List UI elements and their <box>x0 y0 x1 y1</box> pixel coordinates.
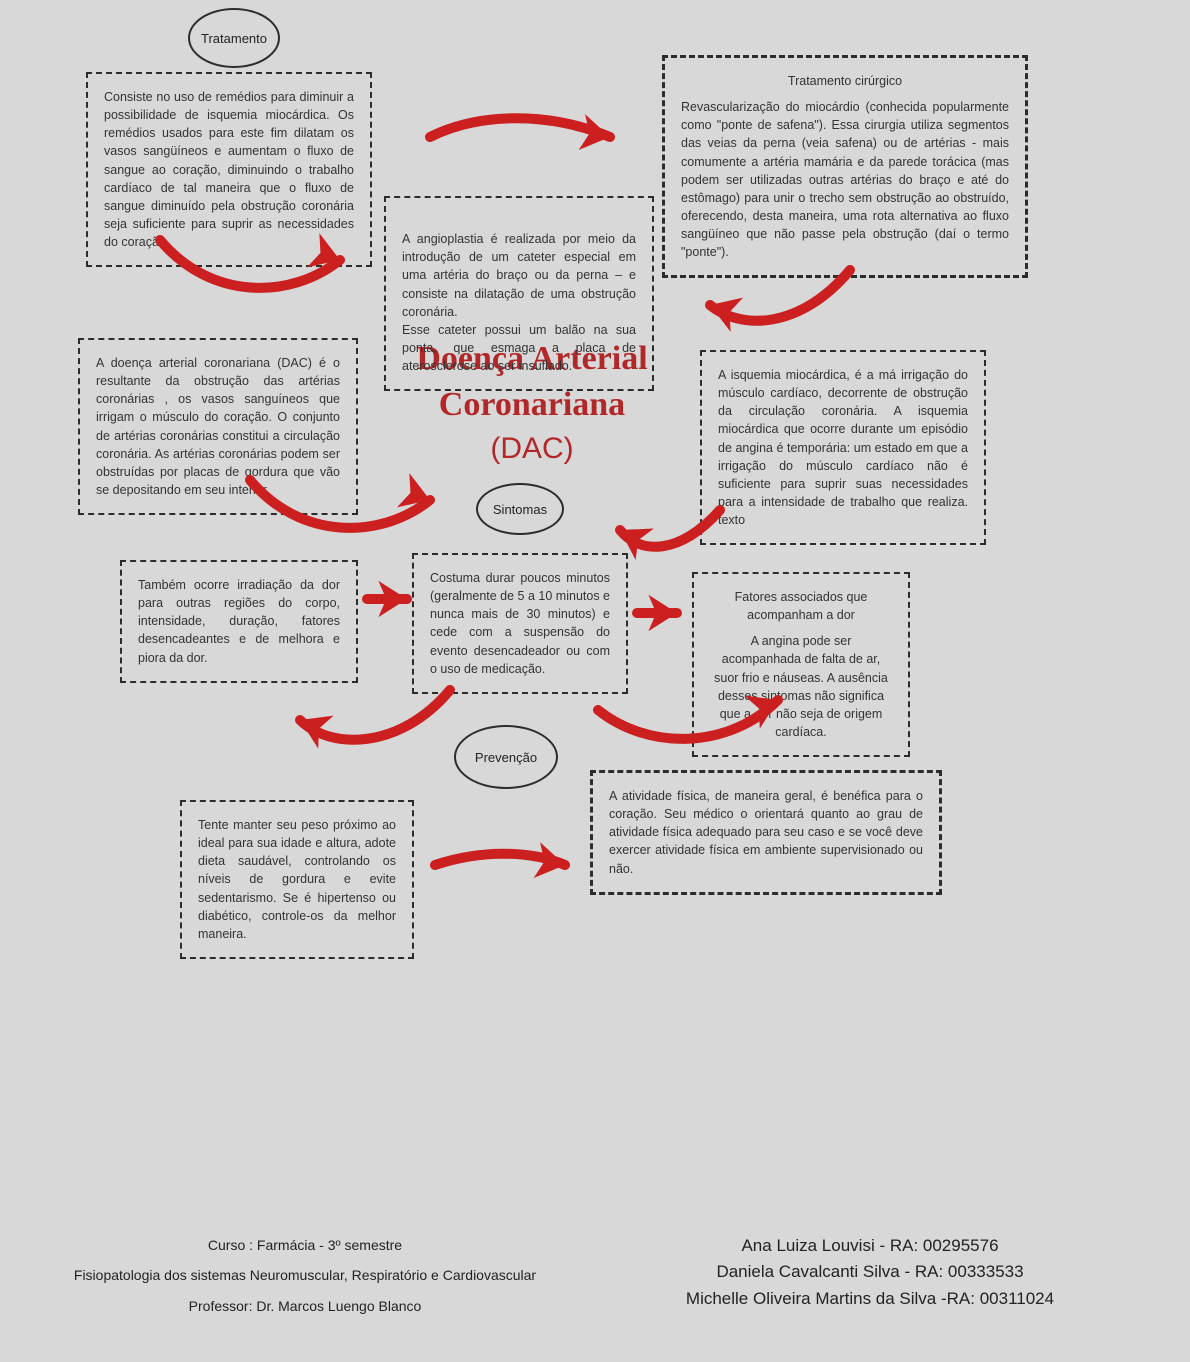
title-line3: (DAC) <box>372 432 692 466</box>
footer-professor: Professor: Dr. Marcos Luengo Blanco <box>40 1291 570 1322</box>
footer-author-2: Daniela Cavalcanti Silva - RA: 00333533 <box>610 1259 1130 1285</box>
footer-course: Curso : Farmácia - 3º semestre <box>40 1230 570 1261</box>
arrow-5 <box>362 584 412 614</box>
footer-author-1: Ana Luiza Louvisi - RA: 00295576 <box>610 1233 1130 1259</box>
box-atividade: A atividade física, de maneira geral, é … <box>590 770 942 895</box>
oval-sintomas: Sintomas <box>476 483 564 535</box>
arrow-4 <box>610 500 730 560</box>
box-text: A angioplastia é realizada por meio da i… <box>402 232 636 373</box>
box-title: Fatores associados que acompanham a dor <box>710 588 892 624</box>
footer-subject: Fisiopatologia dos sistemas Neuromuscula… <box>40 1260 570 1291</box>
arrow-2 <box>700 260 860 340</box>
oval-label: Prevenção <box>475 750 537 765</box>
box-text: A atividade física, de maneira geral, é … <box>609 789 923 876</box>
box-isquemia: A isquemia miocárdica, é a má irrigação … <box>700 350 986 545</box>
oval-tratamento: Tratamento <box>188 8 280 68</box>
oval-prevencao: Prevenção <box>454 725 558 789</box>
oval-label: Sintomas <box>493 502 547 517</box>
box-duracao: Costuma durar poucos minutos (geralmente… <box>412 553 628 694</box>
arrow-7 <box>290 680 460 760</box>
footer-left: Curso : Farmácia - 3º semestre Fisiopato… <box>40 1230 570 1322</box>
arrow-3 <box>240 470 440 550</box>
footer-author-3: Michelle Oliveira Martins da Silva -RA: … <box>610 1286 1130 1312</box>
box-cirurgico: Tratamento cirúrgico Revascularização do… <box>662 55 1028 278</box>
box-text: Tente manter seu peso próximo ao ideal p… <box>198 818 396 941</box>
arrow-1 <box>420 102 620 172</box>
arrow-6 <box>632 598 682 628</box>
box-angioplastia: A angioplastia é realizada por meio da i… <box>384 196 654 391</box>
box-text: A isquemia miocárdica, é a má irrigação … <box>718 368 968 527</box>
arrow-0 <box>150 230 350 310</box>
footer-right: Ana Luiza Louvisi - RA: 00295576 Daniela… <box>610 1233 1130 1312</box>
box-title: Tratamento cirúrgico <box>681 72 1009 90</box>
box-prevencao-texto: Tente manter seu peso próximo ao ideal p… <box>180 800 414 959</box>
box-text: Revascularização do miocárdio (conhecida… <box>681 100 1009 259</box>
oval-label: Tratamento <box>201 31 267 46</box>
arrow-8 <box>588 680 788 760</box>
arrow-9 <box>430 840 570 890</box>
box-text: Costuma durar poucos minutos (geralmente… <box>430 571 610 676</box>
box-irradiacao: Também ocorre irradiação da dor para out… <box>120 560 358 683</box>
box-text: Consiste no uso de remédios para diminui… <box>104 90 354 249</box>
box-text: Também ocorre irradiação da dor para out… <box>138 578 340 665</box>
